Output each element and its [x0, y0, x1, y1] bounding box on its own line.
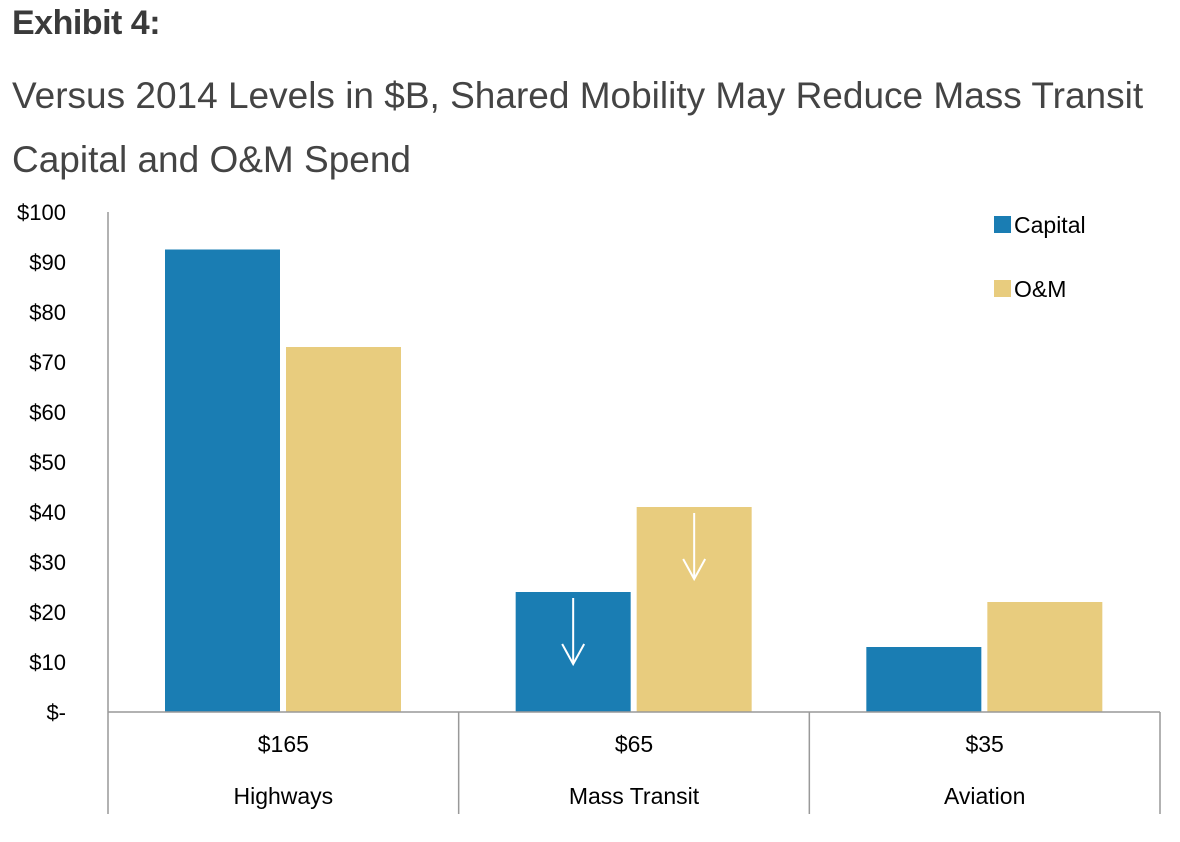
chart-title: Versus 2014 Levels in $B, Shared Mobilit…	[12, 75, 1144, 180]
bars	[165, 249, 1103, 712]
bar-om-aviation	[987, 602, 1103, 712]
y-tick-label: $90	[29, 250, 66, 275]
y-tick-label: $100	[17, 200, 66, 225]
category-label: Mass Transit	[569, 783, 700, 809]
y-tick-label: $50	[29, 450, 66, 475]
legend-swatch	[994, 280, 1011, 297]
legend-swatch	[994, 216, 1011, 233]
bar-capital-aviation	[866, 647, 982, 712]
category-total-label: $165	[258, 731, 309, 757]
category-label: Highways	[233, 783, 333, 809]
x-axis: $165 Highways $65 Mass Transit $35 Aviation	[107, 711, 1161, 814]
legend-label: O&M	[1014, 276, 1066, 302]
y-tick-label: $30	[29, 550, 66, 575]
legend: Capital O&M	[994, 212, 1086, 302]
exhibit-label: Exhibit 4:	[12, 4, 161, 42]
annotations	[561, 513, 707, 667]
y-tick-label: $-	[46, 700, 66, 725]
category-total-label: $35	[965, 731, 1003, 757]
down-arrow-icon	[561, 598, 586, 667]
y-tick-label: $80	[29, 300, 66, 325]
y-tick-label: $60	[29, 400, 66, 425]
bar-capital-highways	[165, 249, 280, 712]
down-arrow-icon	[682, 513, 707, 582]
y-tick-label: $40	[29, 500, 66, 525]
y-tick-label: $70	[29, 350, 66, 375]
legend-label: Capital	[1014, 212, 1086, 238]
category-label: Aviation	[944, 783, 1025, 809]
y-axis: $- $10 $20 $30 $40 $50 $60 $70 $80 $90 $100	[17, 200, 109, 725]
y-tick-label: $10	[29, 650, 66, 675]
category-total-label: $65	[615, 731, 653, 757]
bar-om-highways	[286, 347, 401, 712]
y-tick-label: $20	[29, 600, 66, 625]
